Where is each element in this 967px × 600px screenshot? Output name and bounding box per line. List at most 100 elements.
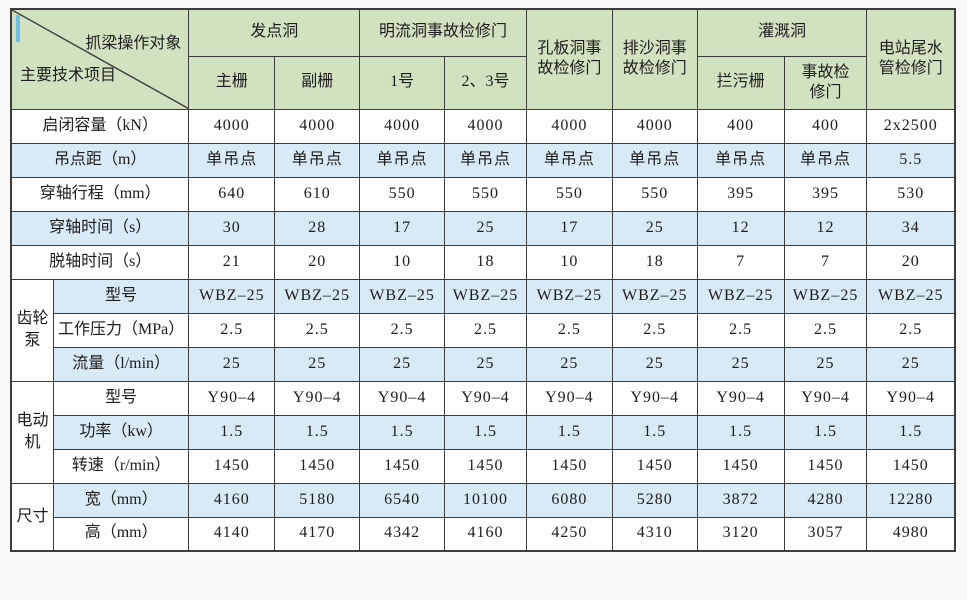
cell-value: 17 — [525, 210, 613, 246]
cell-value: 610 — [274, 176, 361, 212]
cell-value: 4000 — [274, 108, 361, 144]
row-label: 功率（kw） — [52, 414, 190, 450]
cell-value: 3872 — [696, 482, 785, 518]
cell-value: 2.5 — [866, 312, 956, 348]
column-paishadong: 排沙洞事故检修门 — [611, 8, 698, 110]
cell-value: 2.5 — [783, 312, 868, 348]
cell-value: 1450 — [611, 448, 698, 484]
cell-value: 1450 — [696, 448, 785, 484]
cell-value: 单吊点 — [525, 142, 613, 178]
cell-value: 550 — [525, 176, 613, 212]
cell-value: Y90–4 — [444, 380, 527, 416]
row-group-label: 尺寸 — [10, 482, 54, 552]
cell-value: 4342 — [359, 516, 446, 552]
cell-value: 25 — [444, 346, 527, 382]
row-label: 高（mm） — [52, 516, 190, 552]
table-row: 尺寸 宽（mm） 4160 5180 6540 10100 6080 5280 3872 4280… — [10, 482, 956, 552]
column-group-mingliudong: 明流洞事故检修门 — [359, 8, 527, 57]
row-label: 脱轴时间（s） — [10, 244, 190, 280]
cell-value: 1.5 — [783, 414, 868, 450]
cell-value: WBZ–25 — [696, 278, 785, 314]
cell-value: 4000 — [188, 108, 276, 144]
cell-value: 2.5 — [188, 312, 276, 348]
table-row: 脱轴时间（s） 21 20 10 18 10 18 7 7 20 — [10, 244, 956, 280]
cell-value: WBZ–25 — [866, 278, 956, 314]
table-body: 启闭容量（kN） 4000 4000 4000 4000 4000 4000 400 400 2x… — [10, 108, 956, 552]
row-label: 穿轴时间（s） — [10, 210, 190, 246]
column-shigu-jianxiumen: 事故检修门 — [783, 55, 868, 110]
cell-value: 2.5 — [359, 312, 446, 348]
cell-value: 4980 — [866, 516, 956, 552]
cell-value: 1450 — [359, 448, 446, 484]
row-label: 工作压力（MPa） — [52, 312, 190, 348]
cell-value: 6080 — [525, 482, 613, 518]
column-kongbandong: 孔板洞事故检修门 — [525, 8, 613, 110]
cell-value: 1.5 — [525, 414, 613, 450]
row-label: 流量（l/min） — [52, 346, 190, 382]
table-row: 启闭容量（kN） 4000 4000 4000 4000 4000 4000 400 400 2x… — [10, 108, 956, 144]
cell-value: 7 — [783, 244, 868, 280]
table-row: 穿轴时间（s） 30 28 17 25 17 25 12 12 34 — [10, 210, 956, 246]
cell-value: 2.5 — [525, 312, 613, 348]
cell-value: 4000 — [359, 108, 446, 144]
cell-value: 25 — [866, 346, 956, 382]
cell-value: Y90–4 — [188, 380, 276, 416]
cell-value: 5.5 — [866, 142, 956, 178]
cell-value: 2.5 — [696, 312, 785, 348]
cell-value: 1.5 — [444, 414, 527, 450]
cell-value: WBZ–25 — [274, 278, 361, 314]
cell-value: 1.5 — [611, 414, 698, 450]
cell-value: 1.5 — [359, 414, 446, 450]
cell-value: 1.5 — [188, 414, 276, 450]
cell-value: 550 — [611, 176, 698, 212]
column-fushan: 副栅 — [274, 55, 361, 110]
cell-value: 550 — [444, 176, 527, 212]
table-row: 电动机 型号 Y90–4 Y90–4 Y90–4 Y90–4 Y90–4 Y90–4 Y90–4… — [10, 380, 956, 484]
cell-value: 2x2500 — [866, 108, 956, 144]
cell-value: 28 — [274, 210, 361, 246]
cell-value: 400 — [783, 108, 868, 144]
cell-value: 4000 — [444, 108, 527, 144]
text-cursor-artifact — [16, 15, 20, 42]
cell-value: 25 — [783, 346, 868, 382]
cell-value: 550 — [359, 176, 446, 212]
cell-value: 640 — [188, 176, 276, 212]
cell-value: 4140 — [188, 516, 276, 552]
cell-value: 4250 — [525, 516, 613, 552]
cell-value: 34 — [866, 210, 956, 246]
cell-value: 400 — [696, 108, 785, 144]
header-row-1: 抓梁操作对象 主要技术项目 发点洞 明流洞事故检修门 孔板洞事故检修门 排沙洞事… — [10, 8, 956, 110]
cell-value: 12 — [696, 210, 785, 246]
cell-value: WBZ–25 — [525, 278, 613, 314]
cell-value: 25 — [444, 210, 527, 246]
row-label: 穿轴行程（mm） — [10, 176, 190, 212]
cell-value: 1450 — [274, 448, 361, 484]
cell-value: 2.5 — [444, 312, 527, 348]
cell-value: 4160 — [188, 482, 276, 518]
cell-value: 单吊点 — [783, 142, 868, 178]
cell-value: 25 — [188, 346, 276, 382]
table-row: 功率（kw） 1.5 1.5 1.5 1.5 1.5 1.5 1.5 1.5 1.5 — [11, 414, 956, 450]
cell-value: WBZ–25 — [783, 278, 868, 314]
cell-value: 1450 — [188, 448, 276, 484]
cell-value: 单吊点 — [696, 142, 785, 178]
cell-value: 4170 — [274, 516, 361, 552]
cell-value: 21 — [188, 244, 276, 280]
cell-value: 1.5 — [274, 414, 361, 450]
cell-value: 395 — [696, 176, 785, 212]
table-header: 抓梁操作对象 主要技术项目 发点洞 明流洞事故检修门 孔板洞事故检修门 排沙洞事… — [10, 8, 956, 110]
cell-value: 单吊点 — [188, 142, 276, 178]
cell-value: 1.5 — [866, 414, 956, 450]
cell-value: Y90–4 — [359, 380, 446, 416]
column-group-guangaidong: 灌溉洞 — [696, 8, 868, 57]
table-row: 穿轴行程（mm） 640 610 550 550 550 550 395 395 530 — [10, 176, 956, 212]
cell-value: 25 — [525, 346, 613, 382]
row-label: 转速（r/min） — [52, 448, 190, 484]
cell-value: 1.5 — [696, 414, 785, 450]
cell-value: Y90–4 — [274, 380, 361, 416]
cell-value: 30 — [188, 210, 276, 246]
cell-value: 1450 — [866, 448, 956, 484]
cell-value: 12280 — [866, 482, 956, 518]
cell-value: 2.5 — [274, 312, 361, 348]
column-dianzhan-weishuiguan: 电站尾水管检修门 — [866, 8, 956, 110]
